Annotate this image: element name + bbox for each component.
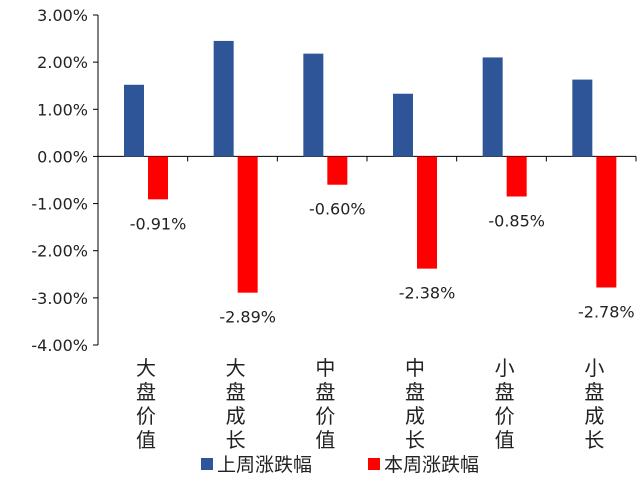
category-label: 小盘成长	[584, 356, 604, 452]
bar-last-week	[303, 53, 324, 157]
bars	[124, 40, 617, 293]
y-tick-label: -3.00%	[31, 289, 88, 308]
bar-this-week	[417, 156, 437, 269]
data-label: -0.85%	[488, 212, 545, 231]
bar-this-week	[506, 156, 527, 197]
category-label: 中盘价值	[315, 356, 335, 452]
bar-this-week	[148, 156, 168, 200]
legend-swatch-last-week	[201, 458, 213, 470]
data-label: -2.89%	[219, 308, 276, 327]
data-labels: -0.91% -2.89% -0.60% -2.38% -0.85% -2.78%	[130, 200, 635, 327]
bar-last-week	[393, 93, 413, 157]
data-label: -0.91%	[130, 214, 187, 233]
y-tick-label: -1.00%	[31, 195, 88, 214]
legend-swatch-this-week	[368, 458, 380, 470]
category-label: 中盘成长	[405, 356, 425, 452]
bar-last-week	[213, 40, 234, 157]
bar-this-week	[596, 156, 617, 288]
bar-last-week	[572, 79, 593, 157]
y-tick-label: 3.00%	[37, 6, 88, 25]
category-labels: 大盘价值 大盘成长 中盘价值 中盘成长 小盘价值 小盘成长	[136, 356, 604, 452]
legend: 上周涨跌幅 本周涨跌幅	[201, 454, 479, 476]
y-tick-label: 2.00%	[37, 53, 88, 72]
bar-this-week	[327, 156, 348, 185]
y-axis: 3.00% 2.00% 1.00% 0.00% -1.00% -2.00% -3.00% -4…	[31, 6, 637, 355]
y-tick-label: -4.00%	[31, 336, 88, 355]
bar-this-week	[237, 156, 258, 293]
data-label: -0.60%	[309, 200, 366, 219]
category-label: 大盘价值	[136, 356, 156, 452]
y-tick-label: 1.00%	[37, 100, 88, 119]
bar-last-week	[482, 57, 503, 157]
y-tick-label: 0.00%	[37, 147, 88, 166]
data-label: -2.38%	[399, 284, 456, 303]
legend-label: 上周涨跌幅	[217, 454, 312, 476]
data-label: -2.78%	[578, 302, 635, 321]
y-tick-label: -2.00%	[31, 242, 88, 261]
category-label: 大盘成长	[226, 356, 246, 452]
legend-label: 本周涨跌幅	[384, 454, 479, 476]
category-label: 小盘价值	[495, 356, 515, 452]
bar-last-week	[124, 84, 144, 157]
